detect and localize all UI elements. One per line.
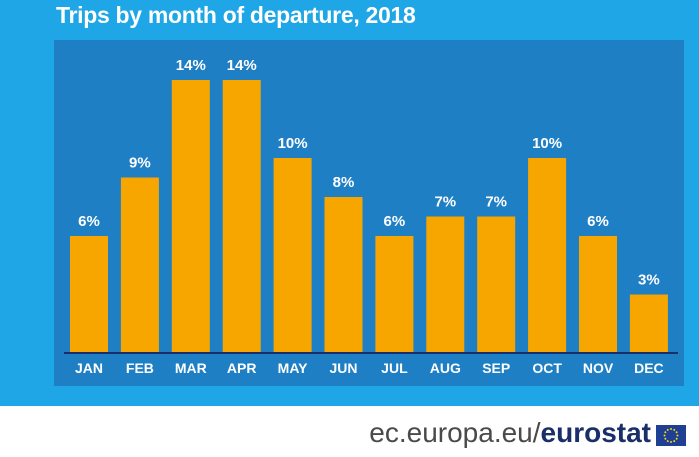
tick-label-jan: JAN — [75, 360, 103, 376]
bar-may — [273, 158, 312, 353]
bar-jul — [375, 236, 414, 353]
footer-source: ec.europa.eu/eurostat — [369, 417, 651, 449]
data-label-jun: 8% — [333, 174, 355, 191]
tick-label-mar: MAR — [175, 360, 207, 376]
chart-banner: Trips by month of departure, 2018 6% 9% 14… — [0, 0, 699, 406]
tick-label-jul: JUL — [381, 360, 408, 376]
bar-oct — [528, 158, 567, 353]
bar-aug — [426, 216, 465, 353]
eu-flag-star — [670, 428, 672, 430]
source-brand: eurostat — [540, 417, 651, 448]
data-label-dec: 3% — [638, 272, 660, 289]
bar-chart: 6% 9% 14% 14% 10% 8% 6% 7% 7% 10% 6% 3% JAN FEB MAR AP… — [64, 57, 678, 376]
eu-flag-star — [673, 440, 676, 443]
tick-label-aug: AUG — [430, 360, 461, 376]
bar-jun — [324, 197, 363, 353]
eu-flag-star — [666, 440, 669, 443]
bar-jan — [70, 236, 108, 353]
tick-label-dec: DEC — [634, 360, 664, 376]
eu-flag-star — [664, 437, 667, 440]
bar-nov — [579, 236, 617, 353]
bar-feb — [120, 177, 159, 353]
tick-label-may: MAY — [278, 360, 308, 376]
bar-apr — [222, 80, 261, 353]
data-label-may: 10% — [278, 135, 308, 152]
data-label-feb: 9% — [129, 155, 151, 172]
eu-flag-star — [666, 428, 669, 431]
eu-flag-star — [664, 431, 667, 434]
data-label-aug: 7% — [434, 194, 456, 211]
eu-flag-icon — [656, 425, 686, 446]
data-label-mar: 14% — [176, 57, 206, 74]
eu-flag-star — [673, 428, 676, 431]
eu-flag-star — [675, 431, 678, 434]
data-label-oct: 10% — [532, 135, 562, 152]
data-label-jul: 6% — [384, 213, 406, 230]
chart-title: Trips by month of departure, 2018 — [56, 2, 416, 28]
tick-label-apr: APR — [227, 360, 257, 376]
chart-area: 6% 9% 14% 14% 10% 8% 6% 7% 7% 10% 6% 3% JAN FEB MAR AP… — [54, 40, 684, 386]
eu-flag-star — [663, 434, 666, 437]
data-label-nov: 6% — [587, 213, 609, 230]
bar-mar — [171, 80, 210, 353]
tick-label-feb: FEB — [126, 360, 154, 376]
data-label-sep: 7% — [485, 194, 507, 211]
tick-label-oct: OCT — [532, 360, 562, 376]
eu-flag-star — [675, 437, 678, 440]
tick-label-sep: SEP — [482, 360, 510, 376]
source-domain: ec.europa.eu/ — [369, 417, 541, 448]
data-label-jan: 6% — [78, 213, 100, 230]
tick-label-nov: NOV — [583, 360, 614, 376]
eu-flag-star — [670, 441, 672, 443]
data-label-apr: 14% — [227, 57, 257, 74]
bar-sep — [477, 216, 516, 353]
tick-label-jun: JUN — [329, 360, 357, 376]
bar-dec — [629, 294, 668, 353]
eu-flag-star — [676, 434, 679, 437]
